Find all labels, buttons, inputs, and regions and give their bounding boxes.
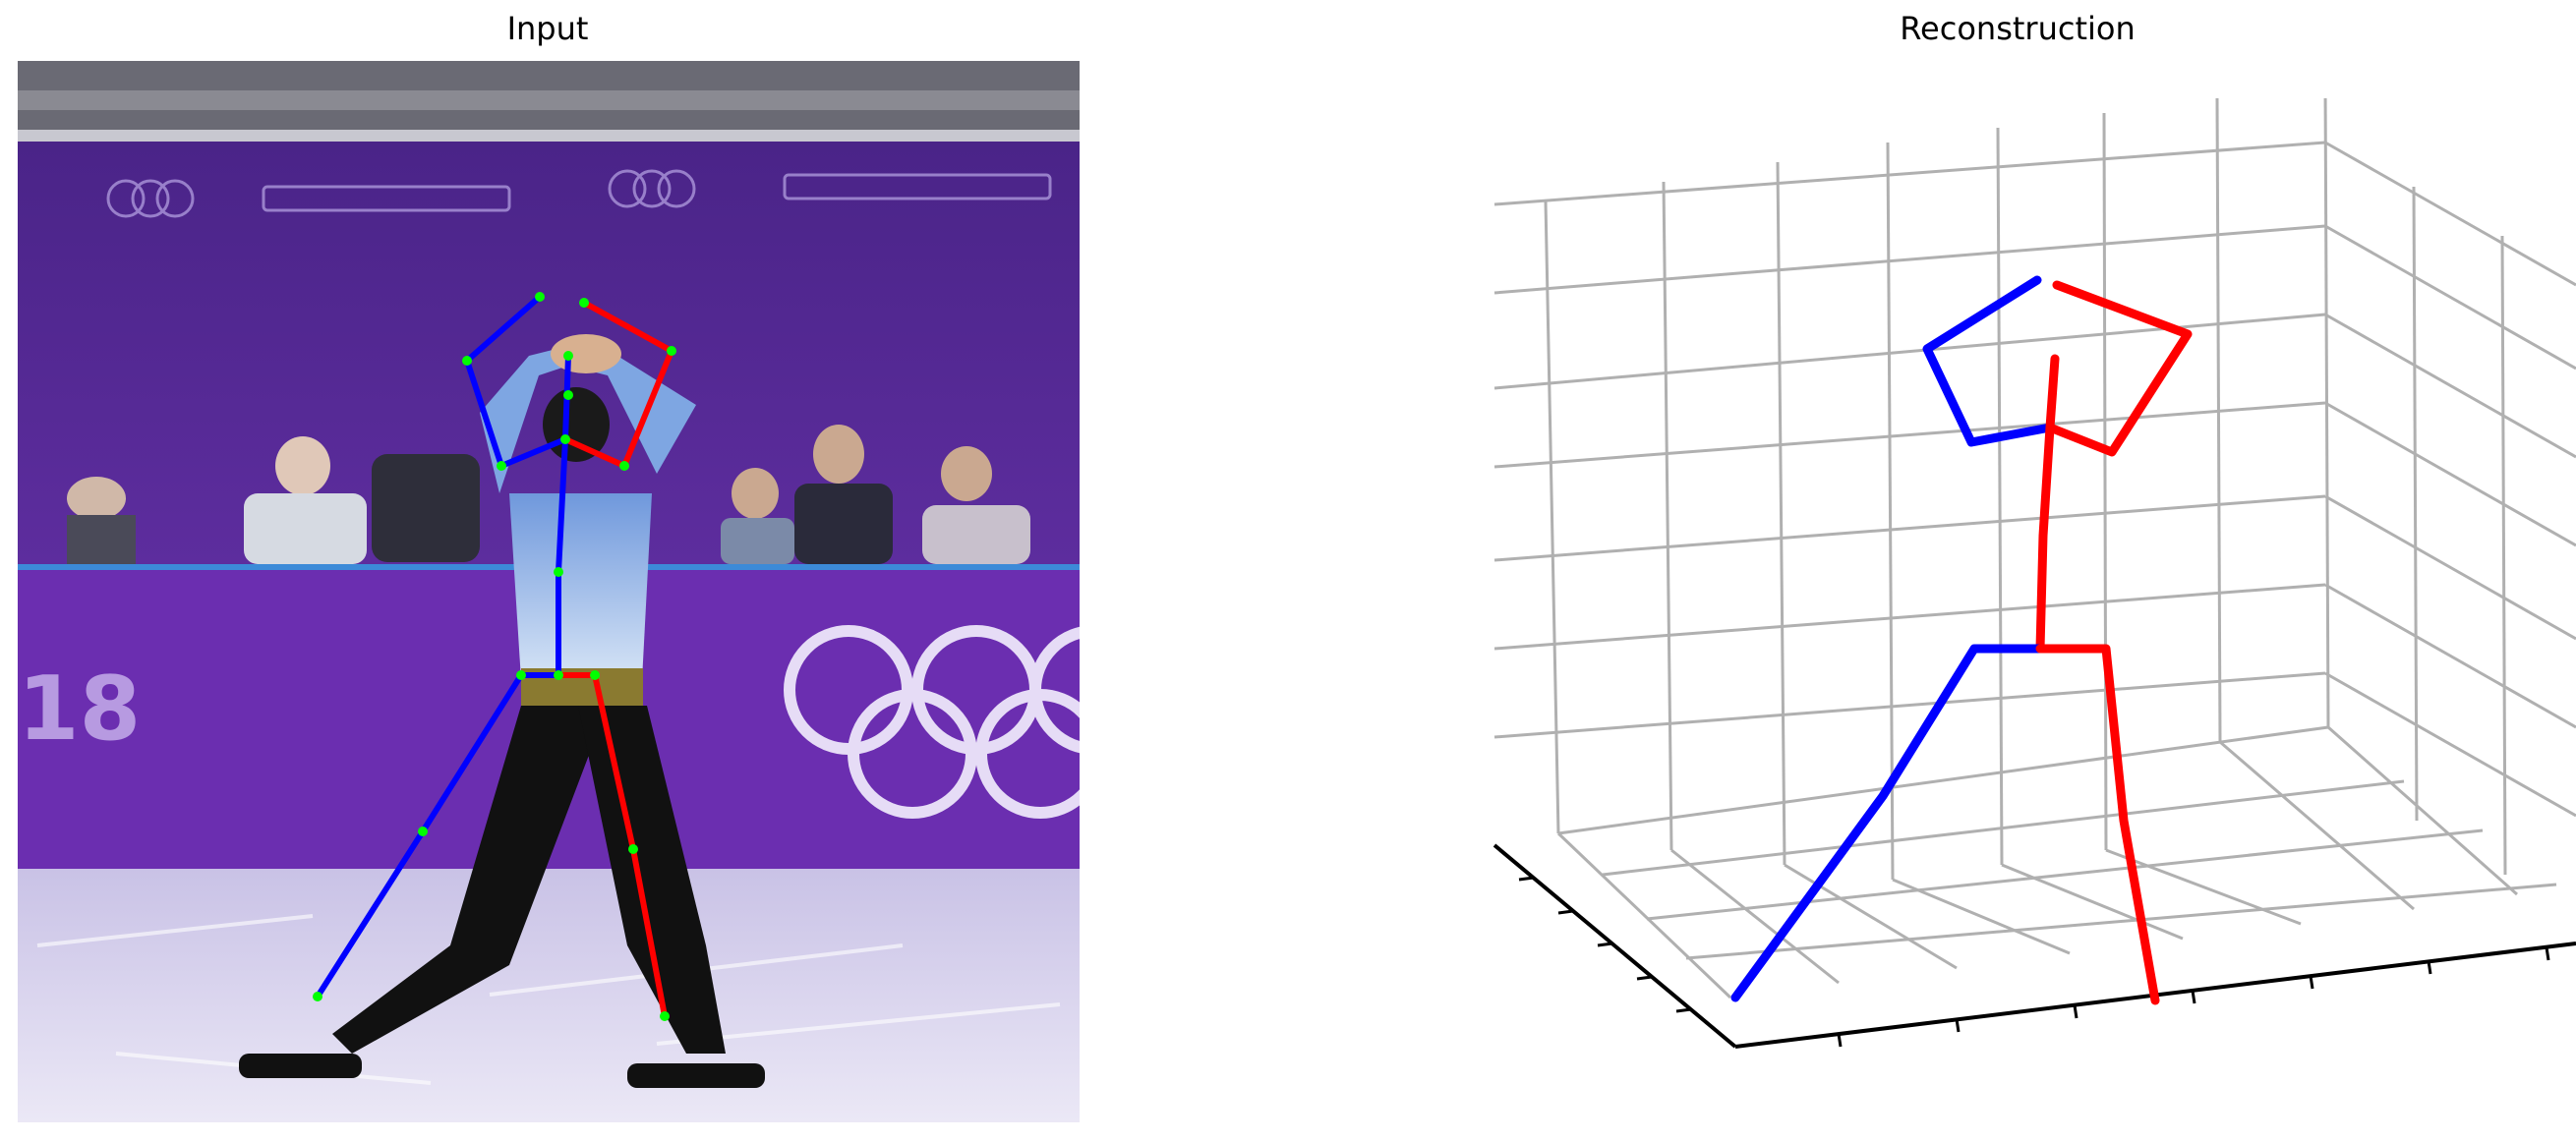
joint	[590, 670, 600, 680]
limb-spine-upper	[556, 436, 568, 575]
olympic-rings	[784, 625, 1080, 819]
skeleton-3d	[1730, 275, 2193, 1005]
limb-left-shoulder	[498, 436, 568, 469]
limb-right-shin	[630, 846, 668, 1019]
crowd-background	[18, 61, 1080, 142]
skeleton-2d	[315, 294, 674, 1019]
board-graphic: 18	[18, 657, 141, 761]
joint	[628, 844, 638, 854]
joint	[535, 292, 545, 302]
limb-left-upper-arm	[464, 358, 504, 469]
limb-3d-left-arm	[1922, 275, 2055, 447]
ice-surface	[18, 869, 1080, 1122]
joint	[560, 434, 570, 444]
joint	[554, 670, 563, 680]
joint	[554, 567, 563, 577]
reconstruction-panel-title: Reconstruction	[1900, 10, 2136, 47]
reconstruction-plot	[1493, 98, 2576, 1049]
spectators	[67, 425, 1030, 564]
limb-left-thigh	[420, 672, 524, 834]
skater	[239, 334, 765, 1088]
limb-right-upper-arm	[621, 348, 674, 469]
limb-left-forearm	[464, 294, 543, 364]
input-panel-title: Input	[506, 10, 589, 47]
limb-3d-right-leg	[2035, 644, 2160, 1005]
limb-3d-left-leg	[1730, 644, 2045, 1002]
plot-axes	[1493, 843, 2576, 1049]
joint	[563, 390, 573, 400]
limb-right-thigh	[592, 672, 636, 852]
joint	[619, 461, 629, 471]
upper-wall-logos	[106, 169, 1052, 218]
limb-right-shoulder	[562, 436, 627, 469]
skeleton-joints	[313, 292, 676, 1021]
joint	[579, 298, 589, 308]
limb-3d-spine	[2035, 354, 2060, 654]
limb-3d-right-arm	[2045, 280, 2193, 457]
joint	[660, 1011, 670, 1021]
joint	[497, 461, 506, 471]
grid-lines	[1493, 98, 2576, 999]
joint	[462, 356, 472, 366]
limb-left-shin	[315, 828, 426, 999]
limb-right-forearm	[581, 300, 674, 354]
joint	[667, 346, 676, 356]
joint	[313, 992, 322, 1001]
input-image: 18	[18, 61, 1080, 1122]
axis-depth	[1493, 843, 1737, 1049]
joint	[418, 827, 428, 836]
axis-ticks	[1518, 876, 2550, 1048]
joint	[516, 670, 526, 680]
joint	[563, 351, 573, 361]
